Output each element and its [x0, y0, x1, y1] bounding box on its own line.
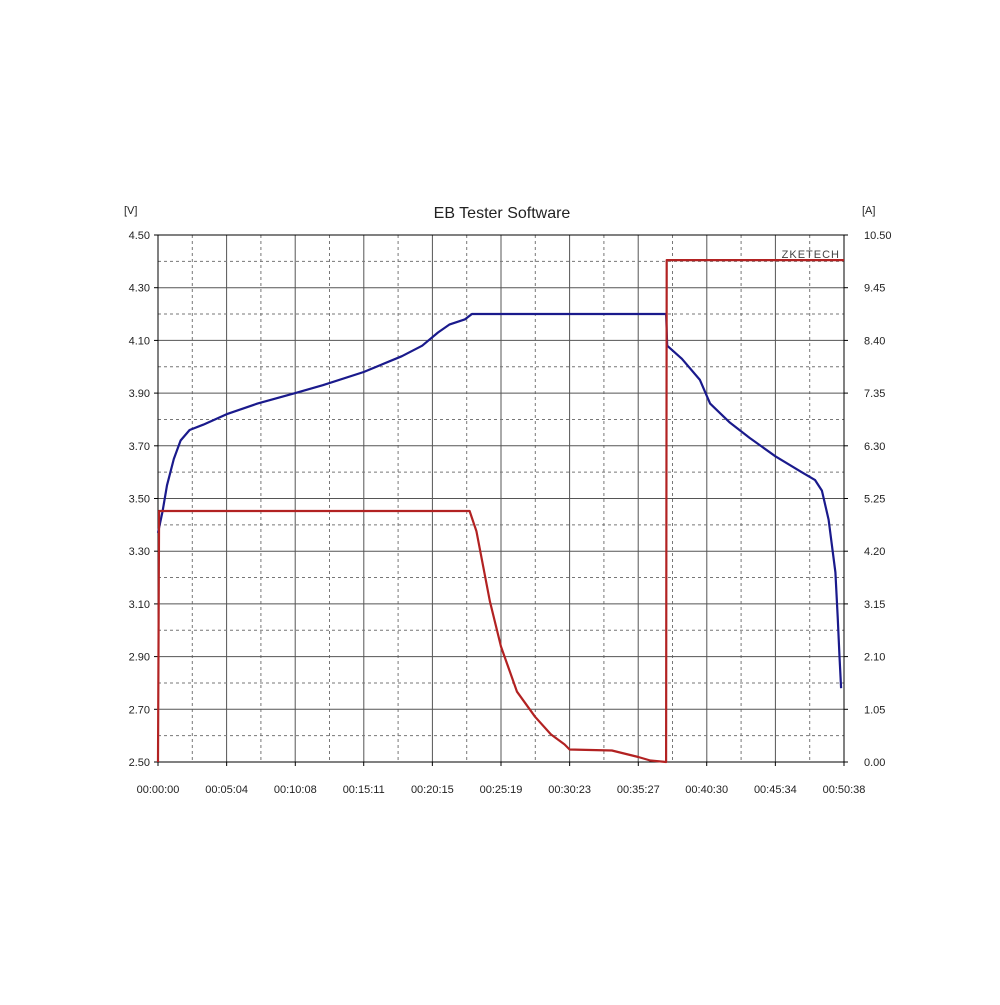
left-tick-label: 4.30: [129, 283, 150, 295]
right-tick-label: 2.10: [864, 652, 885, 664]
left-tick-label: 3.50: [129, 494, 150, 506]
right-axis: 0.00 1.05 2.10 3.15 4.20 5.25 6.30 7.35 8.40 9.45…: [844, 230, 892, 769]
left-tick-label: 4.50: [129, 230, 150, 242]
right-tick-label: 10.50: [864, 230, 892, 242]
x-tick-label: 00:40:30: [685, 784, 728, 796]
left-tick-label: 3.70: [129, 441, 150, 453]
x-tick-label: 00:05:04: [205, 784, 248, 796]
left-axis-unit: [V]: [124, 205, 137, 217]
right-tick-label: 4.20: [864, 546, 885, 558]
left-tick-label: 3.90: [129, 388, 150, 400]
left-tick-label: 2.90: [129, 652, 150, 664]
x-tick-label: 00:10:08: [274, 784, 317, 796]
right-tick-label: 7.35: [864, 388, 885, 400]
current-series-line: [156, 259, 844, 764]
x-tick-label: 00:00:00: [137, 784, 180, 796]
left-tick-label: 4.10: [129, 335, 150, 347]
right-tick-label: 6.30: [864, 441, 885, 453]
right-tick-label: 5.25: [864, 494, 885, 506]
x-tick-label: 00:20:15: [411, 784, 454, 796]
left-tick-label: 2.50: [129, 757, 150, 769]
left-tick-label: 3.30: [129, 546, 150, 558]
x-tick-label: 00:50:38: [823, 784, 866, 796]
left-axis: 2.50 2.70 2.90 3.10 3.30 3.50 3.70 3.90 4.10 4.30…: [129, 230, 158, 769]
brand-label: ZKETECH: [782, 249, 840, 261]
right-tick-label: 9.45: [864, 283, 885, 295]
left-tick-label: 3.10: [129, 599, 150, 611]
grid: [158, 235, 844, 762]
voltage-series-line: [156, 312, 843, 689]
x-tick-label: 00:30:23: [548, 784, 591, 796]
right-tick-label: 0.00: [864, 757, 885, 769]
right-tick-label: 3.15: [864, 599, 885, 611]
chart-title: EB Tester Software: [434, 205, 571, 222]
series: [156, 259, 844, 764]
right-tick-label: 1.05: [864, 704, 885, 716]
x-tick-label: 00:35:27: [617, 784, 660, 796]
x-tick-label: 00:25:19: [480, 784, 523, 796]
right-axis-unit: [A]: [862, 205, 875, 217]
x-axis: 00:00:00 00:05:04 00:10:08 00:15:11 00:20:15…: [137, 762, 866, 796]
left-tick-label: 2.70: [129, 704, 150, 716]
x-tick-label: 00:45:34: [754, 784, 797, 796]
right-tick-label: 8.40: [864, 335, 885, 347]
x-tick-label: 00:15:11: [343, 784, 385, 796]
